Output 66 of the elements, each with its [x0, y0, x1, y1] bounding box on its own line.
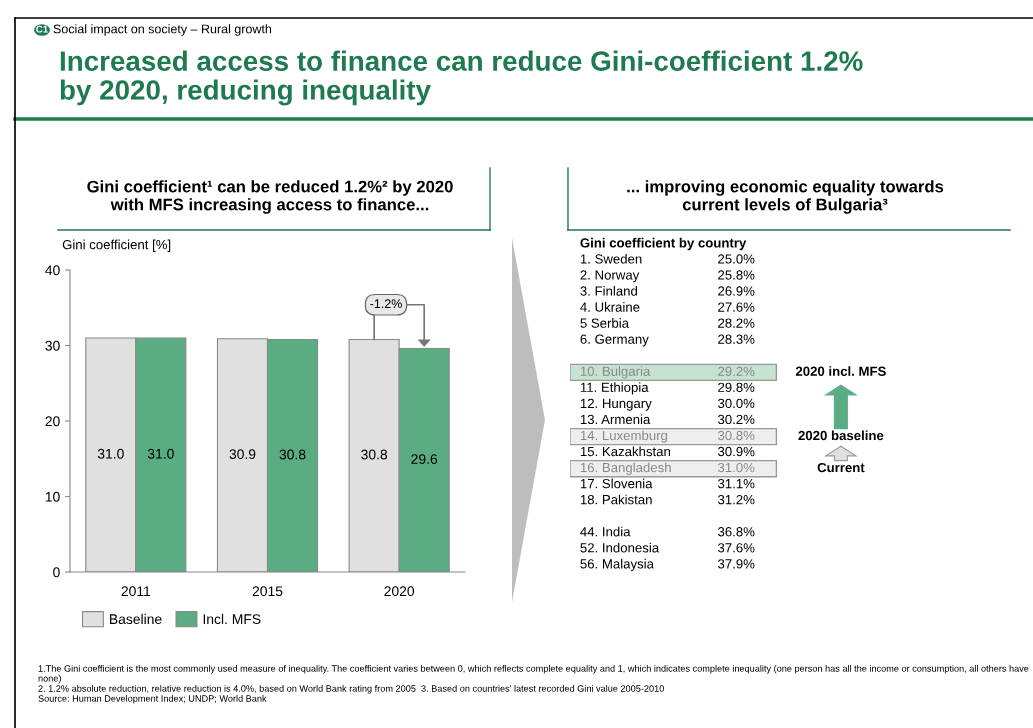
text: 30.8% — [717, 430, 755, 441]
text: 28.3% — [718, 334, 755, 344]
text: 2020 baseline — [798, 430, 884, 441]
category-label: 2. Norway — [580, 270, 640, 283]
y-tick-label: 0 — [53, 567, 60, 578]
text: Gini coefficient by country — [580, 237, 747, 251]
text: 37.6% — [717, 543, 755, 553]
data-label: 30.8 — [279, 449, 306, 460]
y-tick-label: 30 — [45, 340, 60, 351]
text: 25.8% — [718, 270, 755, 280]
annotation: -1.2% — [370, 299, 402, 309]
text: 25.0% — [718, 254, 755, 264]
y-tick-label: 40 — [45, 265, 60, 276]
text: 2. 1.2% absolute reduction, relative reduction is 4.0%, based on World Bank rating from 2005 3. Based on countries' latest recorded Gini value 2005-2010 — [38, 685, 664, 694]
text: Current — [817, 462, 865, 473]
category-label: 5 Serbia — [580, 318, 630, 328]
text: 28.2% — [718, 318, 755, 328]
data-label: 30.9 — [229, 449, 256, 460]
category-label: 56. Malaysia — [580, 558, 654, 572]
chart-title: Increased access to finance can reduce Gini-coefficient 1.2% by 2020, reducing inequality — [60, 50, 863, 106]
category-label: 17. Slovenia — [580, 478, 653, 489]
text: 1.The Gini coefficient is the most commonly used measure of inequality. The coefficient varies between 0, which reflects complete equality and 1, which indicates complete inequality (one person has all the income or consumption, all others have none) — [38, 665, 1029, 684]
category-label: 15. Kazakhstan — [580, 446, 670, 457]
text: 29.8% — [718, 382, 755, 392]
category-label: 3. Finland — [580, 286, 637, 296]
text: 36.8% — [717, 527, 755, 537]
text: 30.2% — [717, 414, 755, 425]
category-label: 14. Luxemburg — [580, 430, 668, 443]
y-axis-title: Gini coefficient [%] — [62, 239, 171, 252]
text: 26.9% — [718, 286, 755, 296]
legend-label: Incl. MFS — [203, 613, 261, 625]
x-tick-label: 2011 — [121, 586, 151, 597]
x-tick-label: 2015 — [252, 586, 283, 597]
legend-label: Baseline — [110, 613, 162, 625]
text: 37.9% — [717, 559, 755, 569]
category-label: 10. Bulgaria — [580, 366, 651, 379]
text: C1 — [36, 25, 48, 33]
category-label: 12. Hungary — [580, 398, 652, 411]
text: 30.9% — [717, 446, 755, 457]
category-label: 16. Bangladesh — [580, 462, 671, 475]
data-label: 31.0 — [97, 448, 124, 459]
data-label: 29.6 — [411, 454, 438, 464]
text: Social impact on society – Rural growth — [53, 24, 272, 36]
data-label: 30.8 — [361, 449, 388, 460]
x-tick-label: 2020 — [384, 586, 415, 597]
chart-subtitle: Gini coefficient¹ can be reduced 1.2%² by 2020 with MFS increasing access to finance... — [87, 180, 453, 214]
category-label: 18. Pakistan — [580, 494, 652, 505]
text: 2020 incl. MFS — [795, 366, 886, 376]
category-label: 1. Sweden — [580, 253, 642, 264]
text: ... improving economic equality towards current levels of Bulgaria³ — [627, 180, 944, 214]
category-label: 52. Indonesia — [580, 542, 660, 553]
text: 31.1% — [717, 478, 755, 489]
text: 30.0% — [717, 398, 755, 409]
text: 31.0% — [717, 462, 755, 473]
source-note: Source: Human Development Index; UNDP; World Bank — [38, 695, 267, 704]
category-label: 4. Ukraine — [580, 302, 640, 312]
category-label: 6. Germany — [580, 334, 649, 347]
y-tick-label: 20 — [45, 416, 60, 427]
text: 27.6% — [718, 302, 755, 312]
category-label: 13. Armenia — [580, 414, 651, 425]
data-label: 31.0 — [147, 448, 174, 459]
category-label: 11. Ethiopia — [580, 382, 649, 395]
text: 31.2% — [717, 494, 755, 505]
category-label: 44. India — [580, 526, 631, 537]
y-tick-label: 10 — [45, 491, 60, 502]
text: 29.2% — [718, 366, 755, 376]
